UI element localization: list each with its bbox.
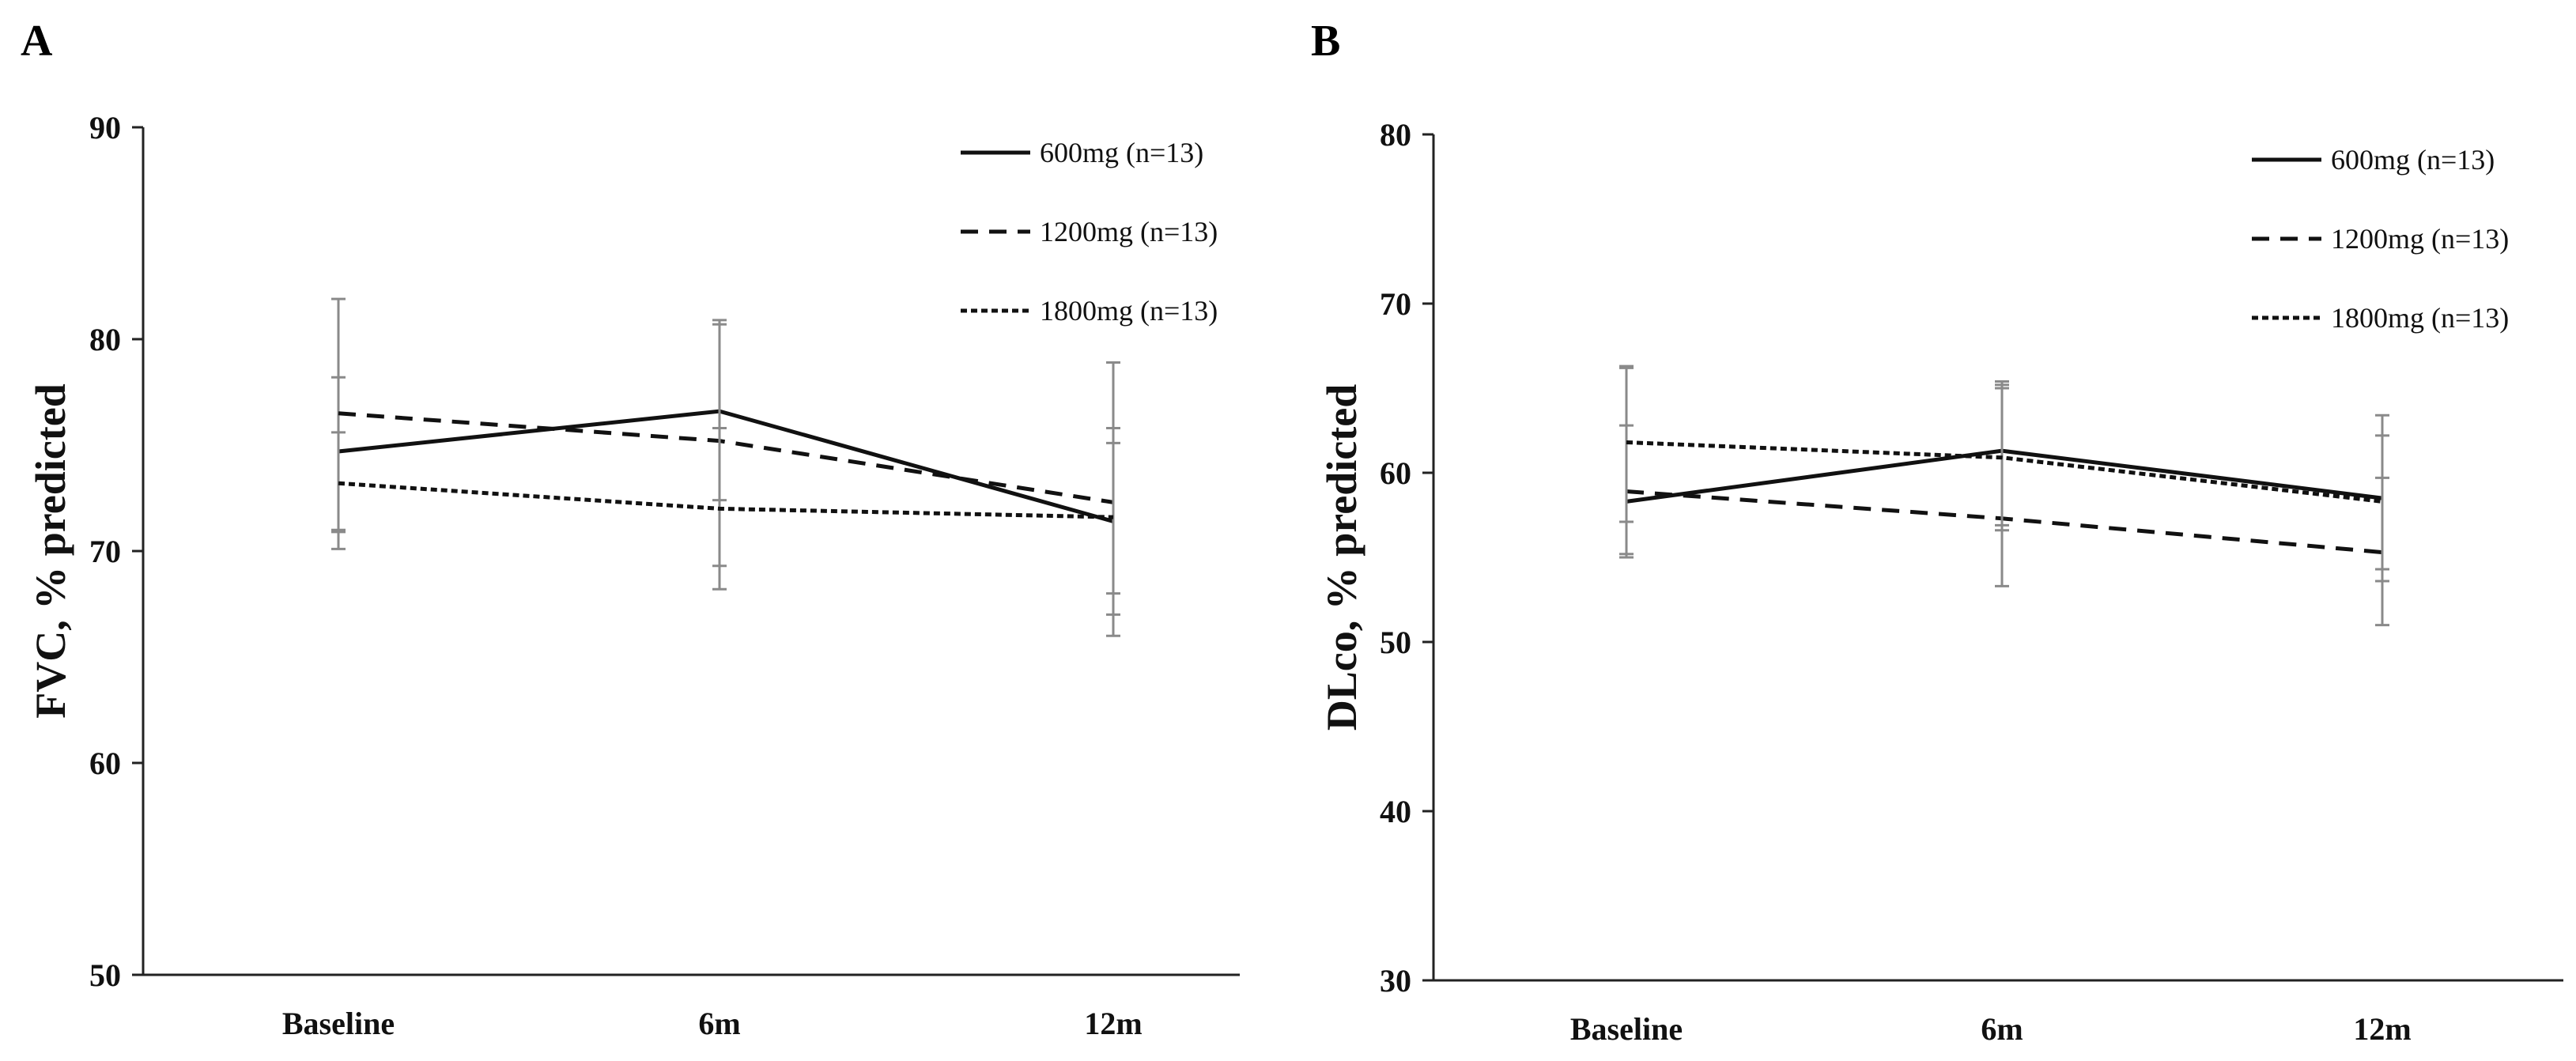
panel-b-series-2-line — [1626, 489, 2383, 555]
panel-a-y-axis-title: FVC, % predicted — [27, 383, 74, 718]
panel-a-y-tick-label: 50 — [89, 957, 121, 993]
panel-b-y-tick-label: 60 — [1380, 455, 1411, 491]
panel-b-series-1-line — [1626, 448, 2383, 504]
panel-a-legend-label: 1200mg (n=13) — [1040, 216, 1218, 247]
panel-b-x-tick-label: 12m — [2353, 1011, 2411, 1047]
panel-a-x-tick-label: 12m — [1084, 1006, 1142, 1041]
panel-a-series-3-line — [338, 481, 1114, 519]
panel-b-y-tick-label: 70 — [1380, 286, 1411, 322]
panel-a-y-tick-label: 80 — [89, 322, 121, 357]
panel-a-label: A — [21, 17, 53, 66]
panel-a-y-tick-label: 70 — [89, 534, 121, 569]
panel-b-legend-label: 1200mg (n=13) — [2331, 223, 2509, 255]
panel-b-x-tick-label: 6m — [1981, 1011, 2023, 1047]
panel-a-chart: A 50 60 70 80 90 Baseline 6m 12m FVC, % predicte… — [21, 17, 1240, 1041]
panel-b-y-tick-label: 30 — [1380, 963, 1411, 999]
panel-b-chart: B 30 40 50 60 70 80 Baseline 6m 12m DLco, % predi… — [1311, 17, 2563, 1047]
panel-b-label: B — [1311, 17, 1340, 66]
panel-a-x-tick-label: Baseline — [282, 1006, 395, 1041]
panel-a-legend-label: 600mg (n=13) — [1040, 137, 1203, 168]
panel-b-series-3-line — [1626, 440, 2383, 504]
panel-b-x-tick-label: Baseline — [1570, 1011, 1683, 1047]
panel-b-legend-label: 1800mg (n=13) — [2331, 302, 2509, 334]
panel-b-y-tick-label: 40 — [1380, 794, 1411, 829]
panel-a-legend-label: 1800mg (n=13) — [1040, 295, 1218, 327]
panel-b-y-axis-title: DLco, % predicted — [1318, 384, 1365, 731]
panel-b-y-tick-label: 50 — [1380, 625, 1411, 660]
panel-b-legend-label: 600mg (n=13) — [2331, 144, 2495, 176]
panel-a-y-tick-label: 60 — [89, 746, 121, 781]
panel-b-y-tick-label: 80 — [1380, 117, 1411, 153]
panel-a-y-tick-label: 90 — [89, 110, 121, 145]
panel-a-x-tick-label: 6m — [698, 1006, 740, 1041]
